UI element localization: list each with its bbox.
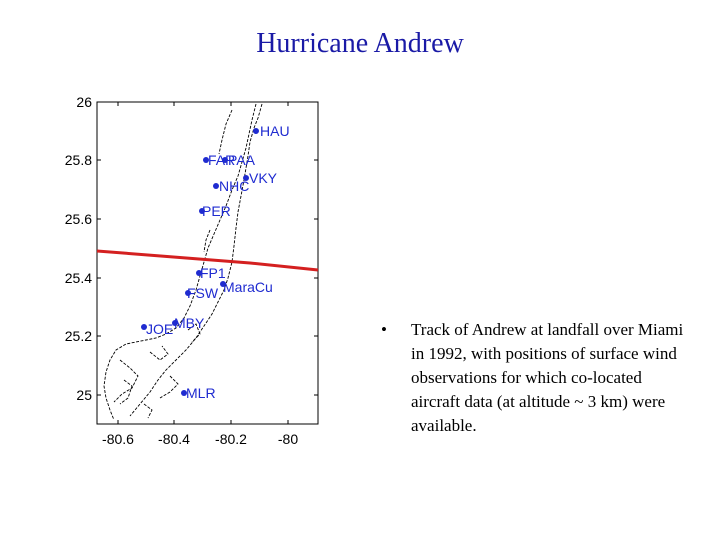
bullet-text: Track of Andrew at landfall over Miami i… <box>411 320 684 435</box>
station-label: FSW <box>187 285 219 301</box>
y-tick-label: 25.6 <box>65 211 92 227</box>
y-tick-label: 25.2 <box>65 328 92 344</box>
y-tick-label: 25 <box>76 387 92 403</box>
station-marker: MBY <box>172 315 205 331</box>
bullet-paragraph: • Track of Andrew at landfall over Miami… <box>381 318 691 438</box>
station-label: FP1 <box>200 265 226 281</box>
station-marker: MLR <box>181 385 216 401</box>
x-tick-label: -80.2 <box>215 431 247 447</box>
y-tick-labels: 26 25.8 25.6 25.4 25.2 25 <box>65 94 92 403</box>
station-label: MBY <box>174 315 205 331</box>
station-marker: FP1 <box>196 265 226 281</box>
coastline <box>103 103 263 421</box>
station-marker: PER <box>199 203 231 219</box>
x-tick-label: -80 <box>278 431 298 447</box>
map-frame <box>96 101 319 425</box>
station-marker: NHC <box>213 178 249 194</box>
y-tick-label: 25.8 <box>65 152 92 168</box>
station-marker: FSW <box>185 285 219 301</box>
station-label: NHC <box>219 178 249 194</box>
y-tick-label: 25.4 <box>65 270 92 286</box>
x-tick-labels: -80.6 -80.4 -80.2 -80 <box>102 431 298 447</box>
station-marker: FAR <box>203 152 235 168</box>
x-tick-label: -80.6 <box>102 431 134 447</box>
station-marker: HAU <box>253 123 290 139</box>
station-label: PAA <box>228 152 256 168</box>
station-label: MaraCu <box>223 279 273 295</box>
station-label: FAR <box>208 152 235 168</box>
station-label: JOE <box>146 321 173 337</box>
station-marker: JOE <box>141 321 173 337</box>
station-label: PER <box>202 203 231 219</box>
hurricane-track-line <box>96 249 319 272</box>
bullet-symbol: • <box>381 320 387 339</box>
station-marker: VKY <box>243 170 278 186</box>
y-tick-label: 26 <box>76 94 92 110</box>
station-label: HAU <box>260 123 290 139</box>
x-tick-label: -80.4 <box>158 431 190 447</box>
slide-title: Hurricane Andrew <box>256 28 464 59</box>
station-label: VKY <box>249 170 278 186</box>
station-marker: PAA <box>222 152 256 168</box>
station-label: MLR <box>186 385 216 401</box>
station-marker: MaraCu <box>220 279 273 295</box>
